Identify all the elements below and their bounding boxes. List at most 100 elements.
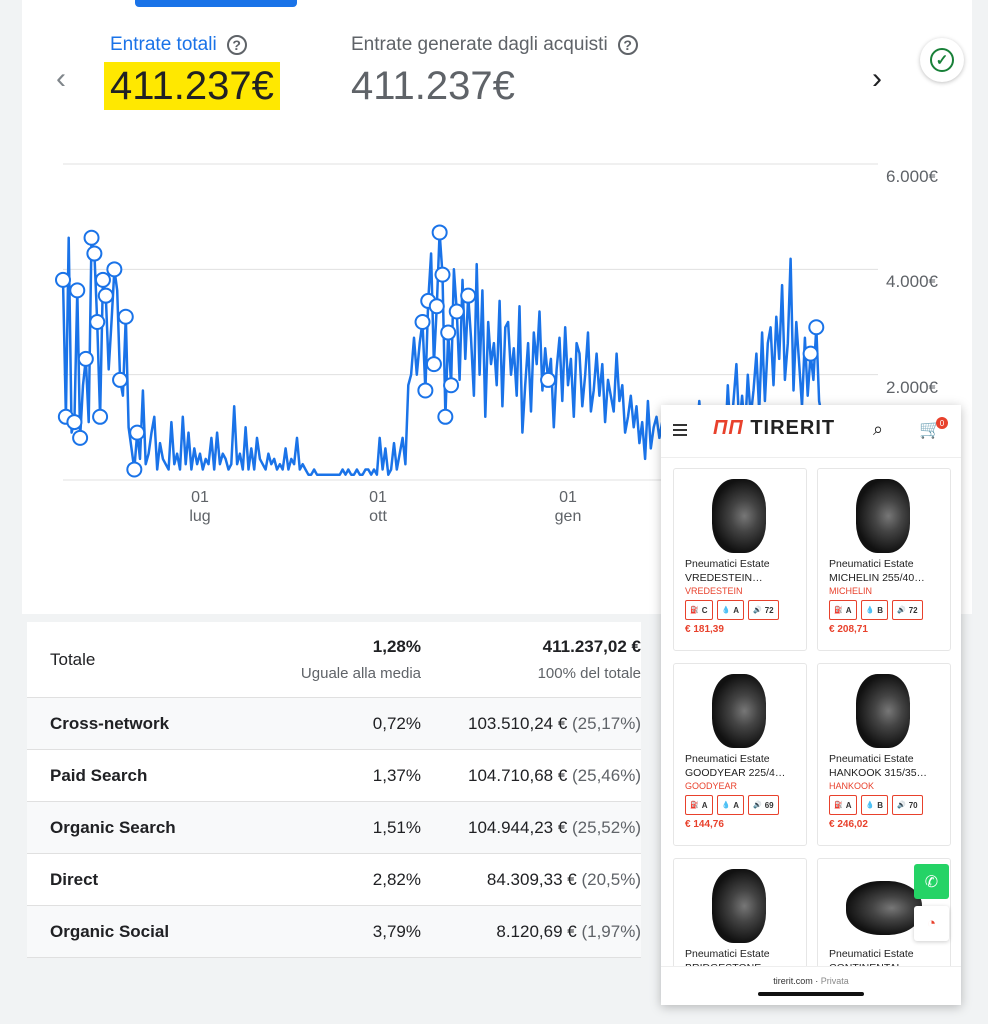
status-badge[interactable]: ✓ <box>920 38 964 82</box>
cart-count-badge: 0 <box>936 417 948 429</box>
anomaly-marker <box>434 266 451 283</box>
anomaly-marker <box>97 287 114 304</box>
anomaly-marker <box>808 319 825 336</box>
table-row[interactable]: Organic Social 3,79% 8.120,69 € (1,97%) <box>27 906 641 958</box>
wet-grip-badge: 💧 A <box>716 795 744 815</box>
cookie-icon[interactable]: ◔ <box>914 906 949 941</box>
conversion-rate: 2,82% <box>372 869 421 889</box>
total-rate-sub: Uguale alla media <box>300 665 421 682</box>
revenue-value: 84.309,33 € <box>486 869 577 889</box>
revenue-share: (25,46%) <box>572 765 641 785</box>
product-title: Pneumatici Estate GOODYEAR 225/4… <box>685 753 786 779</box>
channel-name: Paid Search <box>50 765 148 785</box>
noise-badge: 🔊 70 <box>892 795 923 815</box>
anomaly-marker <box>117 308 134 325</box>
anomaly-marker <box>428 298 445 315</box>
shop-logo[interactable]: ПП TIRERIT <box>713 417 836 439</box>
anomaly-marker <box>106 261 123 278</box>
check-icon: ✓ <box>930 48 954 72</box>
table-total-row: Totale 1,28% Uguale alla media 411.237,0… <box>27 622 641 698</box>
metric-label: Entrate generate dagli acquisti <box>351 34 608 55</box>
anomaly-marker <box>448 303 465 320</box>
eu-label-badges: ⛽ C 💧 A 🔊 72 <box>685 600 779 620</box>
product-card[interactable]: Pneumatici Estate HANKOOK 315/35… HANKOOK… <box>817 663 951 846</box>
product-card[interactable]: Pneumatici Estate MICHELIN 255/40… MICHEL… <box>817 468 951 651</box>
anomaly-marker <box>112 371 129 388</box>
y-tick-label: 4.000€ <box>886 272 938 292</box>
browser-footer: tirerit.com · Privata <box>661 966 961 1005</box>
footer-url: tirerit.com <box>773 976 813 986</box>
menu-icon[interactable] <box>673 424 687 439</box>
next-arrow-icon[interactable]: › <box>872 62 882 95</box>
anomaly-marker <box>417 382 434 399</box>
footer-mode: Privata <box>820 976 849 986</box>
anomaly-marker <box>86 245 103 262</box>
y-tick-label: 6.000€ <box>886 167 938 186</box>
anomaly-marker <box>89 314 106 330</box>
anomaly-marker <box>92 408 109 425</box>
anomaly-marker <box>72 429 89 446</box>
search-icon[interactable]: ⌕ <box>873 419 884 439</box>
product-card[interactable]: Pneumatici Estate GOODYEAR 225/4… GOODYEA… <box>673 663 807 846</box>
metric-value: 411.237€ <box>104 62 280 110</box>
cart-icon[interactable]: 🛒 <box>919 419 942 439</box>
channel-name: Organic Search <box>50 817 176 837</box>
whatsapp-icon[interactable]: ✆ <box>914 864 949 899</box>
anomaly-marker <box>55 271 71 288</box>
prev-arrow-icon[interactable]: ‹ <box>56 62 66 95</box>
anomaly-marker <box>425 356 442 373</box>
noise-badge: 🔊 72 <box>892 600 923 620</box>
table-row[interactable]: Cross-network 0,72% 103.510,24 € (25,17%) <box>27 698 641 750</box>
fuel-badge: ⛽ A <box>829 795 857 815</box>
anomaly-marker <box>437 408 454 425</box>
product-brand: MICHELIN <box>829 586 873 596</box>
anomaly-marker <box>431 224 448 241</box>
anomaly-marker <box>83 229 100 246</box>
tire-image <box>856 674 910 748</box>
total-revenue-sub: 100% del totale <box>537 665 641 682</box>
tire-image <box>712 674 766 748</box>
product-title: Pneumatici Estate MICHELIN 255/40… <box>829 558 925 584</box>
tire-image <box>712 869 766 943</box>
x-tick-label: 01 ott <box>369 489 387 525</box>
conversion-rate: 3,79% <box>372 921 421 941</box>
tab-purchase-revenue[interactable]: Entrate generate dagli acquisti ? 411.23… <box>351 34 638 110</box>
revenue-share: (25,52%) <box>572 817 641 837</box>
tire-image <box>712 479 766 553</box>
metric-label: Entrate totali <box>110 34 217 55</box>
total-rate: 1,28% <box>372 637 421 656</box>
tire-image <box>856 479 910 553</box>
product-price: € 208,71 <box>829 624 868 635</box>
anomaly-marker <box>460 287 477 304</box>
wet-grip-badge: 💧 B <box>860 795 888 815</box>
anomaly-marker <box>77 350 94 367</box>
active-tab-indicator <box>135 0 297 7</box>
shop-header: ПП TIRERIT ⌕ 🛒 0 <box>661 405 961 458</box>
revenue-value: 103.510,24 € <box>468 713 568 733</box>
x-tick-label: 01 gen <box>554 489 582 525</box>
tab-total-revenue[interactable]: Entrate totali ? 411.237€ <box>104 34 280 110</box>
wet-grip-badge: 💧 A <box>716 600 744 620</box>
revenue-value: 104.944,23 € <box>468 817 568 837</box>
table-row[interactable]: Paid Search 1,37% 104.710,68 € (25,46%) <box>27 750 641 802</box>
product-title: Pneumatici Estate HANKOOK 315/35… <box>829 753 928 779</box>
help-icon[interactable]: ? <box>617 35 638 55</box>
anomaly-marker <box>802 345 819 362</box>
home-indicator <box>758 992 864 996</box>
product-brand: GOODYEAR <box>685 781 738 791</box>
anomaly-marker <box>443 377 460 394</box>
conversion-rate: 1,37% <box>372 765 421 785</box>
y-tick-label: 2.000€ <box>886 377 938 397</box>
help-icon[interactable]: ? <box>226 35 247 55</box>
channel-name: Cross-network <box>50 713 170 733</box>
mobile-shop-preview: ПП TIRERIT ⌕ 🛒 0 Pneumatici Estate VREDE… <box>661 405 961 1005</box>
product-card[interactable]: Pneumatici Estate VREDESTEIN… VREDESTEIN ⛽… <box>673 468 807 651</box>
table-row[interactable]: Organic Search 1,51% 104.944,23 € (25,52%) <box>27 802 641 854</box>
fuel-badge: ⛽ A <box>829 600 857 620</box>
product-price: € 181,39 <box>685 624 724 635</box>
analytics-card: ‹ Entrate totali ? 411.237€ Entrate gene… <box>22 0 972 614</box>
noise-badge: 🔊 72 <box>748 600 779 620</box>
table-row[interactable]: Direct 2,82% 84.309,33 € (20,5%) <box>27 854 641 906</box>
anomaly-marker <box>540 371 557 388</box>
tire-image <box>846 881 922 935</box>
